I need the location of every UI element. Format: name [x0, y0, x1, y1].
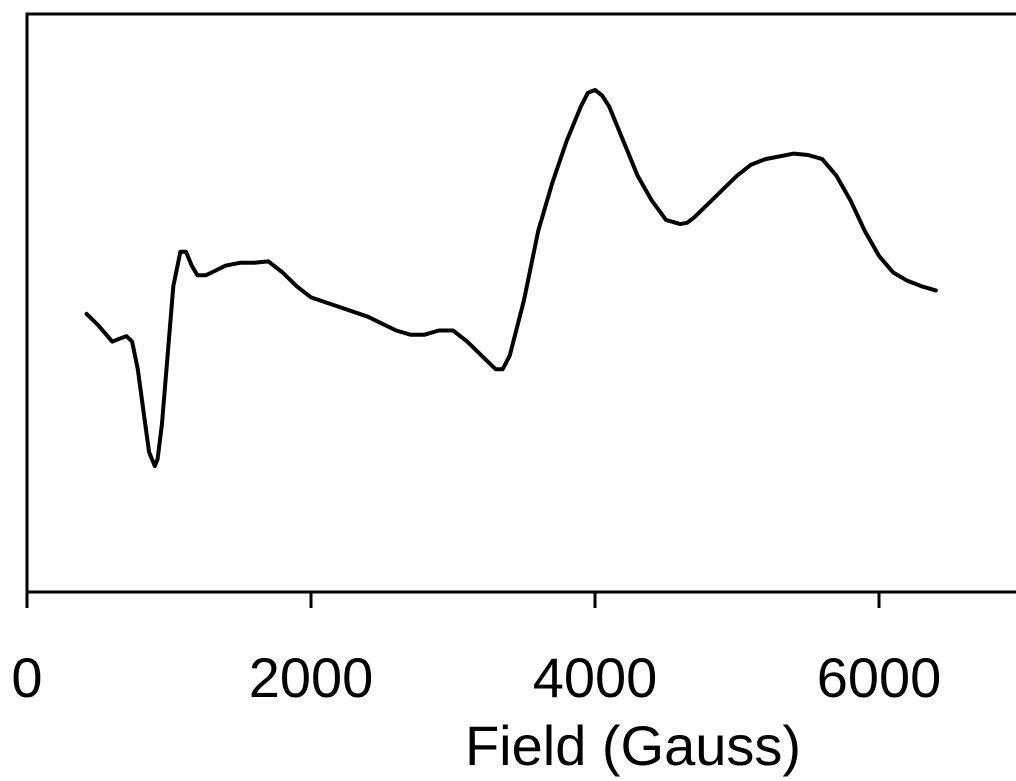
x-axis-ticks	[27, 592, 879, 608]
x-axis-title: Field (Gauss)	[465, 714, 801, 777]
x-tick-label: 2000	[249, 646, 374, 709]
x-tick-label: 6000	[817, 646, 942, 709]
x-axis-tick-labels: 0 2000 4000 6000	[11, 646, 941, 709]
x-tick-label: 0	[11, 646, 42, 709]
spectrum-line	[87, 90, 936, 466]
x-tick-label: 4000	[533, 646, 658, 709]
